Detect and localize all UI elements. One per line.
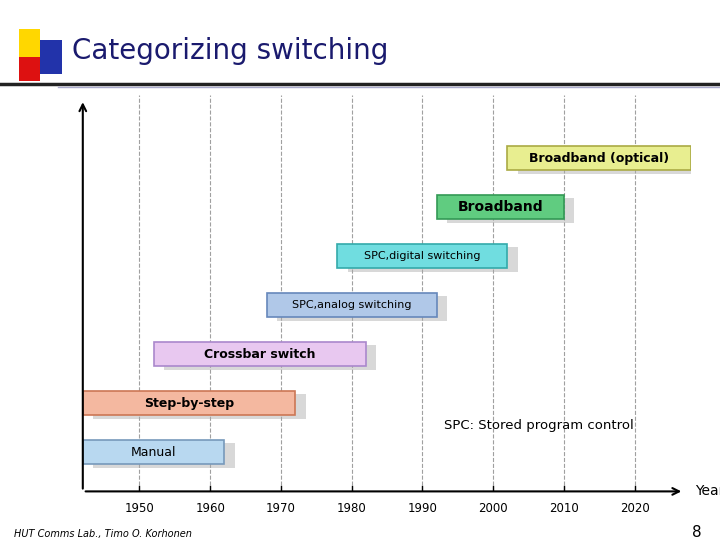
Bar	[348, 247, 518, 272]
Bar	[277, 296, 447, 321]
Text: Manual: Manual	[131, 446, 176, 458]
Bar	[94, 443, 235, 468]
Text: Categorizing switching: Categorizing switching	[72, 37, 388, 65]
Bar	[447, 198, 575, 223]
Bar	[153, 342, 366, 367]
Bar	[83, 440, 225, 464]
Text: Broadband: Broadband	[457, 200, 543, 214]
Bar	[518, 150, 702, 174]
Text: SPC,analog switching: SPC,analog switching	[292, 300, 411, 310]
Text: SPC: Stored program control: SPC: Stored program control	[444, 418, 634, 432]
Bar	[94, 394, 306, 419]
Bar	[508, 146, 691, 171]
Bar	[436, 195, 564, 219]
Text: HUT Comms Lab., Timo O. Korhonen: HUT Comms Lab., Timo O. Korhonen	[14, 529, 192, 539]
Bar	[338, 244, 508, 268]
Text: Crossbar switch: Crossbar switch	[204, 348, 315, 361]
Bar	[266, 293, 436, 318]
Text: Step-by-step: Step-by-step	[144, 397, 234, 410]
Bar	[83, 391, 295, 415]
Text: SPC,digital switching: SPC,digital switching	[364, 251, 481, 261]
Bar	[164, 346, 377, 370]
Text: Broadband (optical): Broadband (optical)	[529, 152, 670, 165]
Text: Year: Year	[695, 484, 720, 498]
Text: 8: 8	[693, 525, 702, 540]
